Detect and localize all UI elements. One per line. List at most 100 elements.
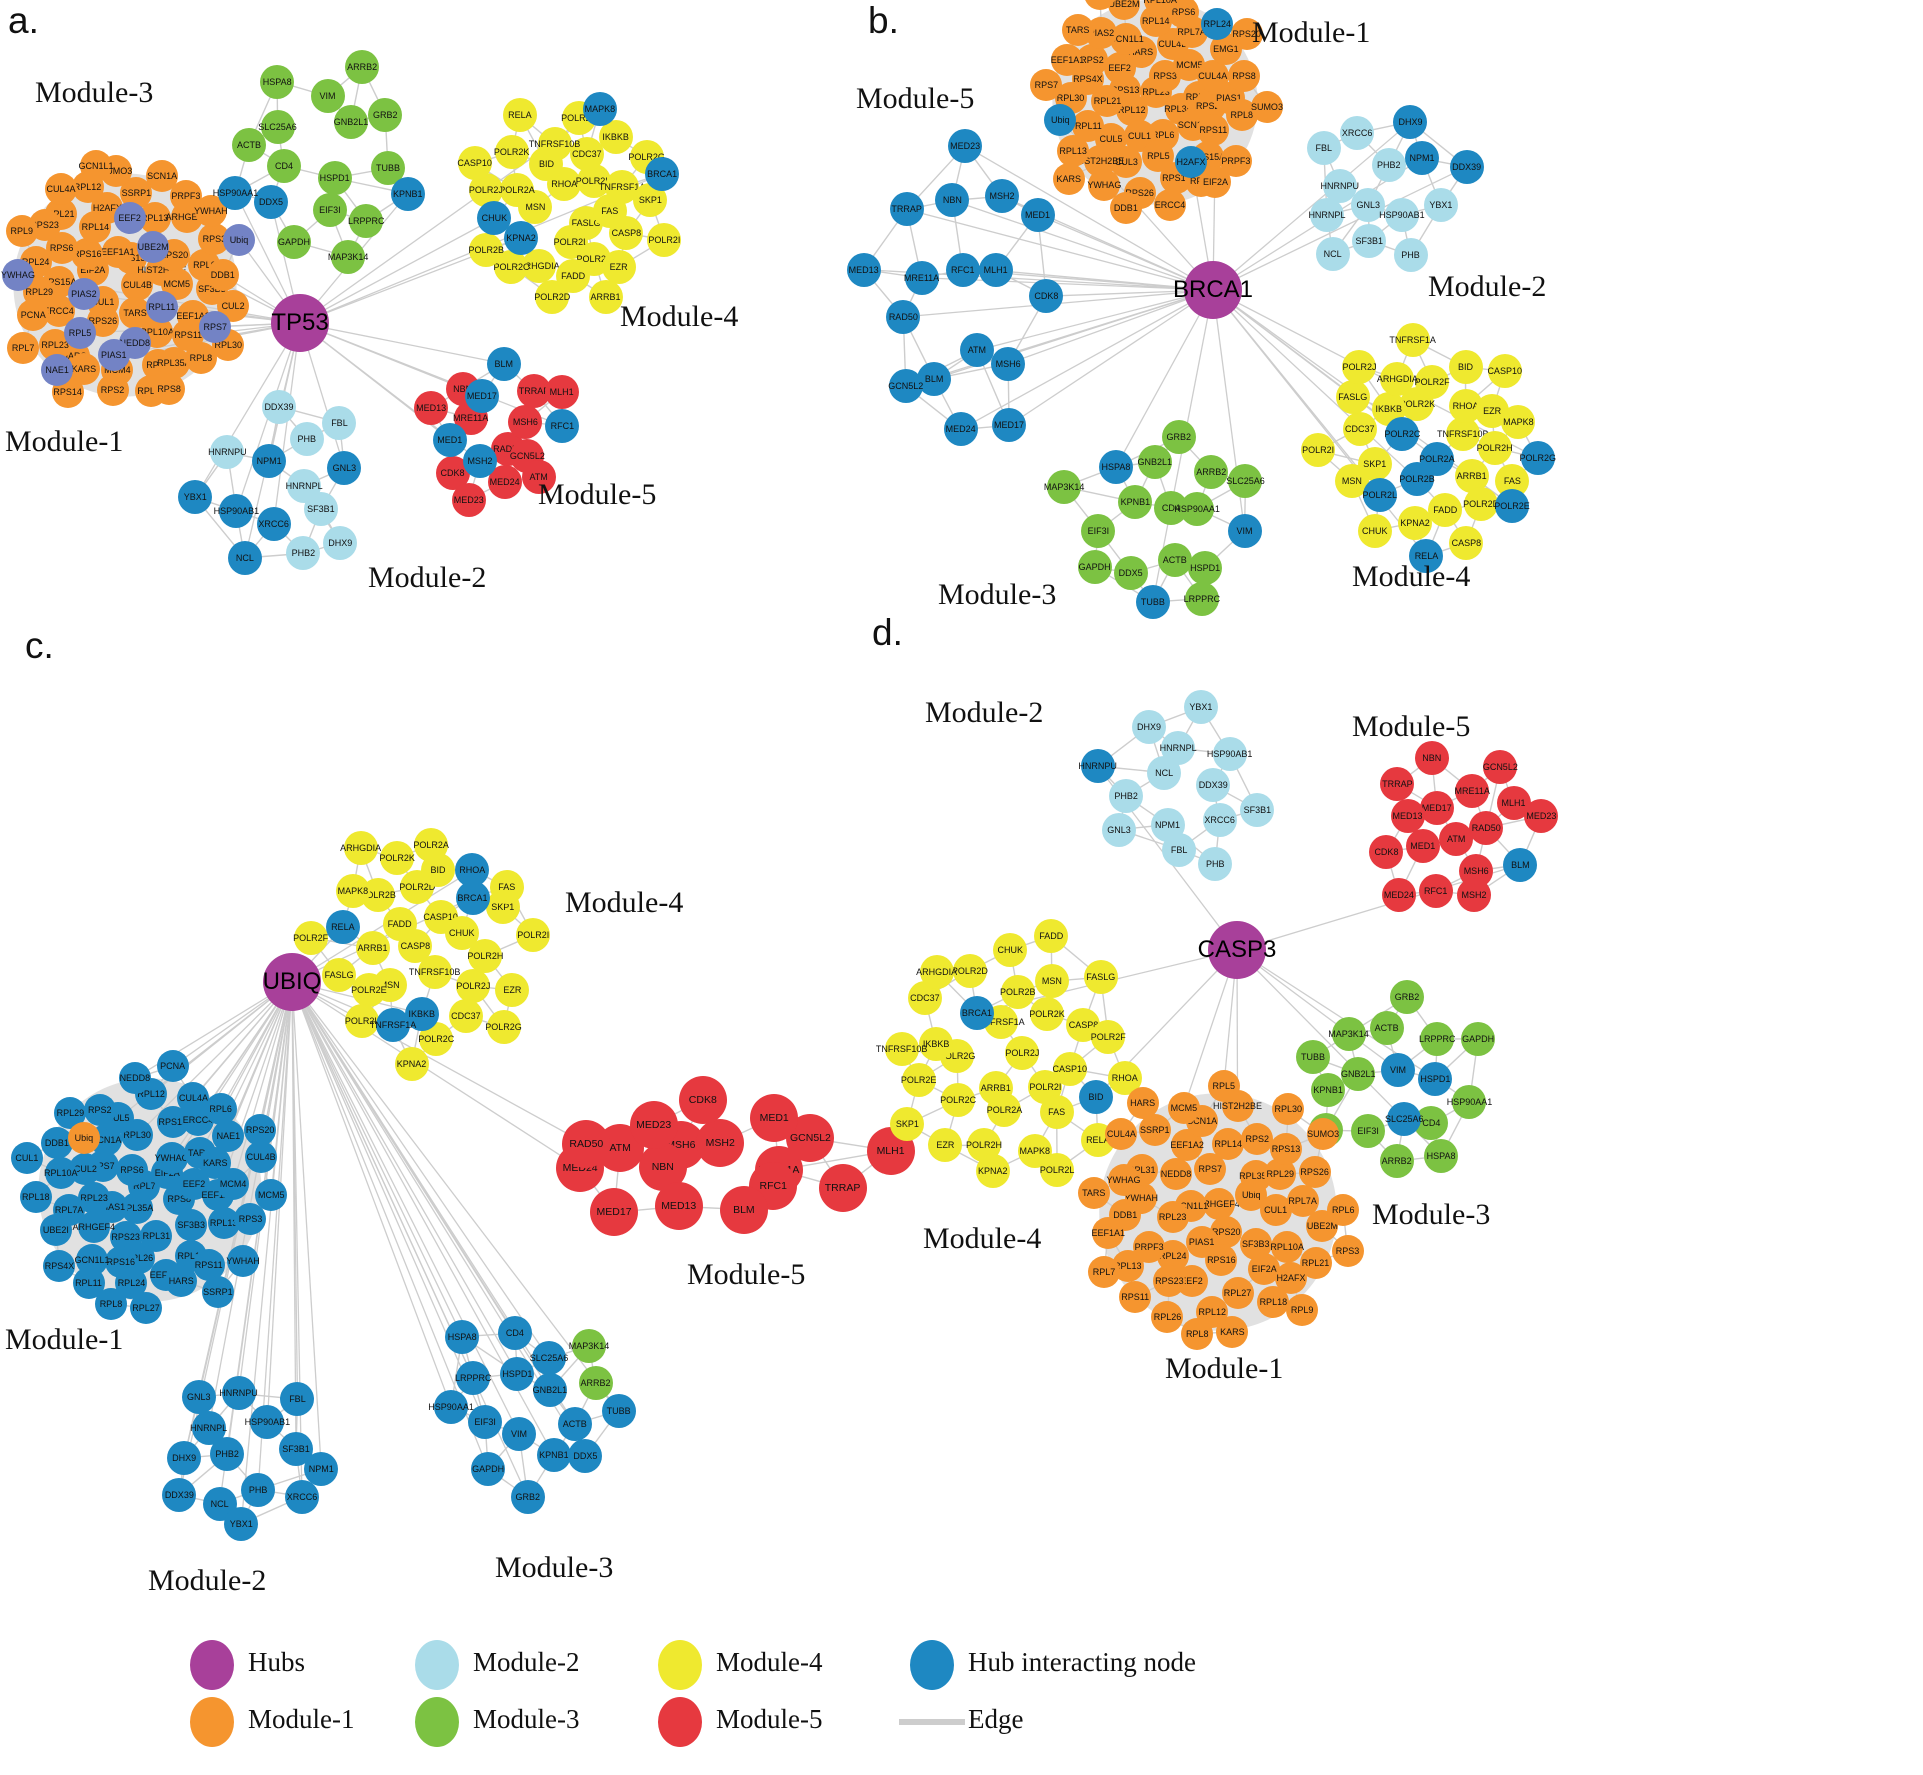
node-rps13[interactable]: RPS13 [1270,1132,1303,1165]
node-mapk8[interactable]: MAPK8 [335,874,370,908]
node-polr2j[interactable]: POLR2J [1342,349,1376,384]
node-npm1[interactable]: NPM1 [252,443,287,478]
node-rps3[interactable]: RPS3 [234,1203,267,1236]
node-scn1a[interactable]: SCN1A [146,160,179,193]
node-sf3b3[interactable]: SF3B3 [175,1209,208,1242]
node-lrpprc[interactable]: LRPPRC [1184,581,1220,616]
node-tnfrsf10b[interactable]: TNFRSF10B [409,955,460,990]
node-rps20[interactable]: RPS20 [244,1114,277,1147]
node-faslg[interactable]: FASLG [1083,960,1118,995]
node-gcn1l1[interactable]: GCN1L1 [79,150,114,183]
node-hnrnpu[interactable]: HNRNPU [219,1376,258,1411]
node-med1[interactable]: MED1 [750,1094,799,1143]
node-cul1[interactable]: CUL1 [10,1142,43,1175]
node-phb[interactable]: PHB [1393,238,1428,273]
node-msn[interactable]: MSN [1034,964,1069,999]
node-med17[interactable]: MED17 [590,1188,639,1237]
node-chuk[interactable]: CHUK [477,201,512,236]
node-eef1a2[interactable]: EEF1A2 [1170,1128,1204,1161]
node-gnl3[interactable]: GNL3 [1351,188,1386,223]
hub-node-ubiq[interactable]: UBIQ [263,953,321,1011]
node-med1[interactable]: MED1 [1020,197,1055,232]
node-hsp90ab1[interactable]: HSP90AB1 [1207,737,1252,772]
node-gapdh[interactable]: GAPDH [1461,1021,1496,1056]
node-hnrnpu[interactable]: HNRNPU [1078,749,1117,784]
node-kpnb1[interactable]: KPNB1 [536,1438,571,1473]
node-eif2a[interactable]: EIF2A [1199,165,1232,198]
node-arrb1[interactable]: ARRB1 [355,931,390,966]
node-hspd1[interactable]: HSPD1 [1418,1061,1453,1096]
node-polr2i[interactable]: POLR2I [1301,433,1336,468]
node-mcm5[interactable]: MCM5 [255,1179,288,1212]
node-hars[interactable]: HARS [1126,1086,1159,1119]
node-tubb[interactable]: TUBB [601,1393,636,1428]
node-slc25a6[interactable]: SLC25A6 [530,1341,568,1376]
node-lrpprc[interactable]: LRPPRC [455,1361,491,1396]
node-gnl3[interactable]: GNL3 [327,451,362,486]
node-hspa8[interactable]: HSPA8 [260,64,295,99]
node-phb[interactable]: PHB [241,1472,276,1507]
node-rpl13[interactable]: RPL13 [207,1207,240,1240]
node-polr2l[interactable]: POLR2L [345,1004,379,1039]
node-rpl6[interactable]: RPL6 [1327,1194,1360,1227]
node-fadd[interactable]: FADD [1428,492,1463,527]
node-ddx39[interactable]: DDX39 [261,389,296,424]
node-gnb2l1[interactable]: GNB2L1 [1341,1056,1376,1091]
node-polr2a[interactable]: POLR2A [987,1093,1022,1127]
node-ikbkb[interactable]: IKBKB [919,1027,954,1062]
node-ube2m[interactable]: UBE2M [1107,0,1140,20]
node-rps11[interactable]: RPS11 [192,1248,225,1281]
node-polr2k[interactable]: POLR2K [1029,997,1065,1032]
node-mlh1[interactable]: MLH1 [978,253,1013,288]
node-fbl[interactable]: FBL [1306,130,1341,165]
node-nbn[interactable]: NBN [935,183,970,218]
node-phb2[interactable]: PHB2 [1109,779,1144,814]
node-polr2g[interactable]: POLR2G [1519,441,1556,476]
node-eef1a1[interactable]: EEF1A1 [101,235,134,268]
node-map3k14[interactable]: MAP3K14 [1328,1017,1369,1052]
node-hspd1[interactable]: HSPD1 [500,1356,535,1391]
node-ddb1[interactable]: DDB1 [1109,191,1142,224]
node-eef2[interactable]: EEF2 [113,201,146,234]
node-hsp90aa1[interactable]: HSP90AA1 [1447,1084,1492,1119]
node-nbn[interactable]: NBN [1414,741,1449,776]
node-rpl8[interactable]: RPL8 [184,342,217,375]
node-mcm4[interactable]: MCM4 [217,1167,250,1200]
node-ezr[interactable]: EZR [601,250,636,285]
node-hnrnpl[interactable]: HNRNPL [1308,197,1345,232]
node-gnl3[interactable]: GNL3 [1102,812,1136,847]
node-rps2[interactable]: RPS2 [83,1093,116,1126]
node-med23[interactable]: MED23 [451,482,486,517]
node-rpl7[interactable]: RPL7 [7,332,40,365]
node-med17[interactable]: MED17 [992,408,1027,443]
hub-node-brca1[interactable]: BRCA1 [1173,261,1253,319]
node-rps2[interactable]: RPS2 [1241,1122,1274,1155]
node-nae1[interactable]: NAE1 [1084,0,1117,11]
node-kpnb1[interactable]: KPNB1 [1311,1073,1346,1108]
node-brca1[interactable]: BRCA1 [959,995,994,1030]
node-rps7[interactable]: RPS7 [1030,69,1063,102]
node-ddx39[interactable]: DDX39 [162,1477,197,1512]
node-map3k14[interactable]: MAP3K14 [569,1328,609,1363]
node-xrcc6[interactable]: XRCC6 [1340,116,1375,151]
node-ddx5[interactable]: DDX5 [254,184,289,219]
node-hspd1[interactable]: HSPD1 [1188,550,1223,585]
node-polr2j[interactable]: POLR2J [456,969,490,1004]
node-ybx1[interactable]: YBX1 [1183,690,1218,725]
node-blm[interactable]: BLM [719,1185,768,1234]
node-lrpprc[interactable]: LRPPRC [1419,1022,1456,1057]
node-msh6[interactable]: MSH6 [991,346,1026,381]
node-ybx1[interactable]: YBX1 [178,480,213,515]
node-arrb2[interactable]: ARRB2 [1379,1144,1414,1179]
node-tubb[interactable]: TUBB [1135,584,1170,619]
node-mapk8[interactable]: MAPK8 [582,92,617,127]
node-med24[interactable]: MED24 [1381,877,1416,912]
node-arrb2[interactable]: ARRB2 [578,1366,613,1401]
node-bid[interactable]: BID [1079,1079,1113,1114]
node-cdc37[interactable]: CDC37 [448,999,483,1034]
node-casp10[interactable]: CASP10 [1487,354,1522,389]
node-gnb2l1[interactable]: GNB2L1 [334,104,368,139]
node-blm[interactable]: BLM [486,346,521,381]
node-polr2h[interactable]: POLR2H [467,938,503,973]
node-nae1[interactable]: NAE1 [212,1119,245,1152]
